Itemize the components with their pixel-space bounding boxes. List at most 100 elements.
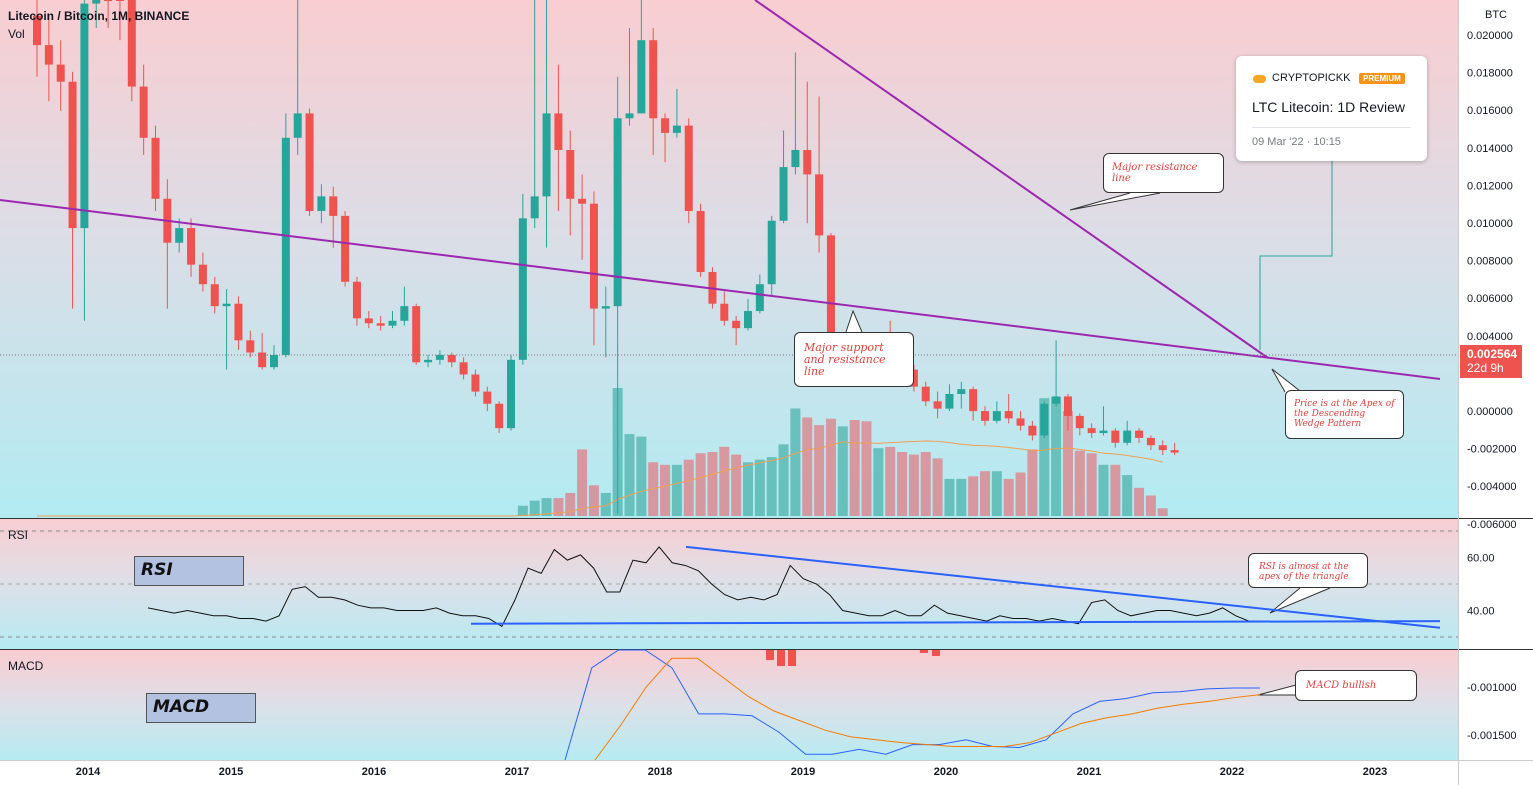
time-tick-label: 2017 — [505, 766, 529, 778]
candle-body — [530, 196, 539, 219]
candle-body — [992, 411, 1001, 421]
main-pane-bg — [0, 0, 1458, 518]
author-avatar-icon — [1253, 75, 1266, 83]
volume-bar — [565, 492, 576, 516]
candle-body — [554, 113, 563, 150]
resistance-pointer — [1069, 192, 1161, 211]
chart-title: Litecoin / Bitcoin, 1M, BINANCE — [8, 9, 190, 23]
candle-body — [495, 403, 504, 429]
candle-body — [637, 40, 646, 114]
candle-body — [305, 113, 314, 211]
candle-body — [270, 354, 278, 368]
annotation-support[interactable]: Major support and resistance line — [794, 332, 914, 387]
candle-body — [104, 0, 113, 1]
rsi-label-box[interactable]: RSI — [134, 556, 244, 586]
candle-body — [542, 113, 551, 197]
price-tick-label: 0.006000 — [1467, 293, 1513, 305]
candle-body — [649, 40, 658, 119]
time-tick-label: 2016 — [362, 766, 386, 778]
volume-bar — [719, 446, 730, 516]
price-tick-label: 0.016000 — [1467, 105, 1513, 117]
candle-body — [435, 354, 444, 360]
last-price: 0.002564 — [1467, 347, 1518, 361]
rsi-tick-label: 40.00 — [1467, 606, 1495, 618]
price-tick-label: 0.004000 — [1467, 331, 1513, 343]
candle-body — [921, 386, 930, 402]
candle-body — [293, 113, 302, 138]
annotation-apex[interactable]: Price is at the Apex of the Descending W… — [1285, 390, 1404, 439]
volume-bar — [553, 498, 564, 516]
volume-bar — [1157, 508, 1168, 516]
author-name[interactable]: CRYPTOPICKK — [1272, 72, 1351, 84]
candle-body — [566, 150, 575, 199]
candle-body — [601, 306, 610, 309]
candle-body — [803, 150, 812, 175]
price-tick-label: 0.008000 — [1467, 256, 1513, 268]
premium-badge: PREMIUM — [1359, 73, 1405, 84]
rsi-pane-label: RSI — [8, 528, 29, 542]
annotation-rsi[interactable]: RSI is almost at the apex of the triangl… — [1248, 553, 1368, 588]
candle-body — [661, 118, 670, 133]
macd-histogram-bar — [777, 650, 785, 666]
annotation-macd[interactable]: MACD bullish — [1295, 670, 1417, 701]
volume-bar — [873, 448, 884, 516]
major-resistance-line — [754, 0, 1269, 359]
candles — [33, 0, 1179, 514]
time-tick-label: 2015 — [219, 766, 243, 778]
volume-bar — [660, 464, 671, 516]
volume-bar — [1015, 472, 1026, 516]
volume-bar — [825, 418, 836, 516]
candle-body — [400, 306, 409, 321]
candle-body — [1087, 428, 1096, 434]
candle-body — [1075, 415, 1084, 429]
volume-bar — [885, 446, 896, 516]
volume-bar — [849, 420, 860, 516]
volume-bar — [837, 426, 848, 516]
rsi-pointer — [1269, 587, 1331, 614]
macd-label-box[interactable]: MACD — [146, 693, 256, 723]
volume-bar — [897, 452, 908, 516]
time-tick-label: 2018 — [648, 766, 672, 778]
time-tick-label: 2022 — [1220, 766, 1244, 778]
price-tick-label: 0.018000 — [1467, 68, 1513, 80]
annotation-resistance[interactable]: Major resistance line — [1103, 153, 1224, 193]
card-divider — [1252, 127, 1411, 128]
candle-body — [613, 118, 622, 307]
time-tick-label: 2014 — [76, 766, 101, 778]
volume-label: Vol — [8, 27, 25, 41]
volume-bar — [968, 476, 979, 516]
candle-body — [92, 0, 101, 4]
macd-pane-label: MACD — [8, 659, 44, 673]
time-tick-label: 2021 — [1077, 766, 1101, 778]
volume-bar — [956, 478, 967, 516]
idea-date: 09 Mar '22 · 10:15 — [1252, 136, 1341, 148]
candle-body — [933, 401, 942, 409]
volume-bar — [991, 471, 1002, 516]
volume-bar — [1110, 464, 1121, 516]
candle-body — [969, 389, 978, 412]
idea-card[interactable]: CRYPTOPICKK PREMIUM LTC Litecoin: 1D Rev… — [1236, 56, 1427, 161]
volume-bar — [861, 421, 872, 516]
price-badge: 0.002564 22d 9h — [1460, 345, 1522, 378]
card-connector — [1259, 161, 1333, 350]
candle-body — [684, 125, 693, 211]
candle-body — [151, 137, 160, 199]
time-tick-label: 2020 — [934, 766, 958, 778]
volume-bar — [1027, 449, 1038, 516]
volume-bar — [529, 500, 540, 516]
macd-histogram-bar — [766, 650, 774, 660]
candle-body — [317, 196, 326, 211]
candle-body — [945, 394, 954, 409]
idea-title[interactable]: LTC Litecoin: 1D Review — [1252, 99, 1406, 115]
volume-bar — [541, 498, 552, 516]
candle-body — [744, 311, 752, 329]
volume-bar — [766, 457, 777, 516]
macd-histogram-bar — [920, 650, 928, 653]
candle-body — [424, 359, 433, 363]
candle-body — [1111, 430, 1120, 443]
time-axis-bg — [0, 760, 1533, 785]
candle-body — [755, 284, 764, 312]
candle-body — [779, 167, 788, 221]
candle-body — [1028, 425, 1037, 436]
